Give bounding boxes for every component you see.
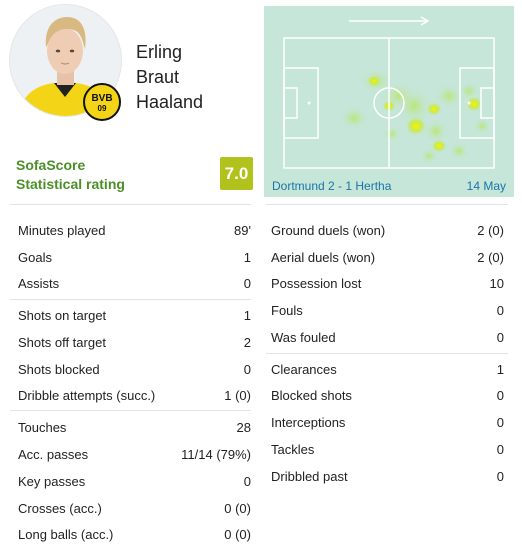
rating-label: SofaScore Statistical rating <box>16 156 125 194</box>
stat-row: Shots on target 1 <box>18 302 251 328</box>
match-date: 14 May <box>466 179 506 193</box>
stat-label: Aerial duels (won) <box>271 249 376 265</box>
stat-value: 10 <box>489 275 504 291</box>
stat-row: Assists 0 <box>18 270 251 296</box>
stat-value: 1 <box>496 361 504 377</box>
stat-label: Fouls <box>271 302 303 318</box>
stat-value: 0 <box>243 361 251 377</box>
stat-value: 1 <box>243 307 251 323</box>
stat-row: Was fouled 0 <box>271 324 504 350</box>
stat-value: 0 (0) <box>224 526 251 542</box>
club-badge-icon: BVB 09 <box>83 83 121 121</box>
stat-label: Assists <box>18 275 60 291</box>
stat-row: Interceptions 0 <box>271 409 504 435</box>
stat-value: 89' <box>234 222 251 238</box>
stat-label: Dribbled past <box>271 468 348 484</box>
match-result-link[interactable]: Dortmund 2 - 1 Hertha <box>272 179 392 193</box>
stat-row: Key passes 0 <box>18 468 251 494</box>
stat-row: Long balls (acc.) 0 (0) <box>18 521 251 547</box>
rating-badge: 7.0 <box>220 157 253 190</box>
stat-value: 11/14 (79%) <box>181 446 251 462</box>
player-name: Erling Braut Haaland <box>136 40 203 115</box>
stat-label: Long balls (acc.) <box>18 526 114 542</box>
stat-row: Goals 1 <box>18 244 251 270</box>
club-badge-number: 09 <box>98 104 107 113</box>
stat-label: Shots on target <box>18 307 107 323</box>
club-badge-text: BVB <box>91 93 112 104</box>
stat-value: 0 <box>496 329 504 345</box>
heatmap[interactable]: Dortmund 2 - 1 Hertha 14 May <box>264 6 514 197</box>
stat-value: 1 (0) <box>224 387 251 403</box>
stat-label: Acc. passes <box>18 446 89 462</box>
heatmap-pitch <box>283 16 495 169</box>
stat-value: 0 (0) <box>224 500 251 516</box>
stat-label: Crosses (acc.) <box>18 500 102 516</box>
stat-row: Dribbled past 0 <box>271 463 504 489</box>
section-divider <box>10 410 251 411</box>
stat-row: Minutes played 89' <box>18 217 251 243</box>
rating-label-line1: SofaScore <box>16 157 86 173</box>
stat-row: Acc. passes 11/14 (79%) <box>18 441 251 467</box>
stat-row: Blocked shots 0 <box>271 382 504 408</box>
stat-value: 0 <box>243 473 251 489</box>
player-middle-name: Braut <box>136 67 180 87</box>
stat-row: Tackles 0 <box>271 436 504 462</box>
stat-label: Goals <box>18 249 52 265</box>
stat-label: Tackles <box>271 441 315 457</box>
stat-label: Shots off target <box>18 334 106 350</box>
stat-label: Touches <box>18 419 67 435</box>
right-arrow-icon <box>349 16 430 26</box>
rating-label-line2: Statistical rating <box>16 176 125 192</box>
stat-value: 0 <box>496 387 504 403</box>
stat-label: Minutes played <box>18 222 106 238</box>
player-last-name: Haaland <box>136 92 204 112</box>
stat-row: Shots blocked 0 <box>18 356 251 382</box>
stat-label: Shots blocked <box>18 361 100 377</box>
heatmap-footer: Dortmund 2 - 1 Hertha 14 May <box>264 175 514 197</box>
stat-label: Was fouled <box>271 329 336 345</box>
stat-row: Shots off target 2 <box>18 329 251 355</box>
stat-row: Touches 28 <box>18 414 251 440</box>
stat-value: 2 (0) <box>477 222 504 238</box>
stat-value: 2 <box>243 334 251 350</box>
header-divider <box>10 204 251 205</box>
stat-row: Fouls 0 <box>271 297 504 323</box>
stat-row: Ground duels (won) 2 (0) <box>271 217 504 243</box>
stat-row: Crosses (acc.) 0 (0) <box>18 495 251 521</box>
stat-row: Clearances 1 <box>271 356 504 382</box>
stat-label: Clearances <box>271 361 337 377</box>
stat-row: Aerial duels (won) 2 (0) <box>271 244 504 270</box>
stat-label: Blocked shots <box>271 387 352 403</box>
stat-value: 2 (0) <box>477 249 504 265</box>
stat-row: Dribble attempts (succ.) 1 (0) <box>18 382 251 408</box>
stat-value: 0 <box>496 414 504 430</box>
stat-label: Key passes <box>18 473 86 489</box>
stat-label: Possession lost <box>271 275 362 291</box>
stat-value: 0 <box>496 468 504 484</box>
stat-label: Ground duels (won) <box>271 222 386 238</box>
stat-label: Interceptions <box>271 414 346 430</box>
stat-value: 0 <box>243 275 251 291</box>
stat-value: 0 <box>496 441 504 457</box>
stat-value: 0 <box>496 302 504 318</box>
stat-row: Possession lost 10 <box>271 270 504 296</box>
stat-value: 1 <box>243 249 251 265</box>
stat-label: Dribble attempts (succ.) <box>18 387 156 403</box>
section-divider <box>266 353 508 354</box>
section-divider <box>10 299 251 300</box>
stat-value: 28 <box>236 419 251 435</box>
player-first-name: Erling <box>136 42 183 62</box>
header-divider-right <box>266 204 508 205</box>
